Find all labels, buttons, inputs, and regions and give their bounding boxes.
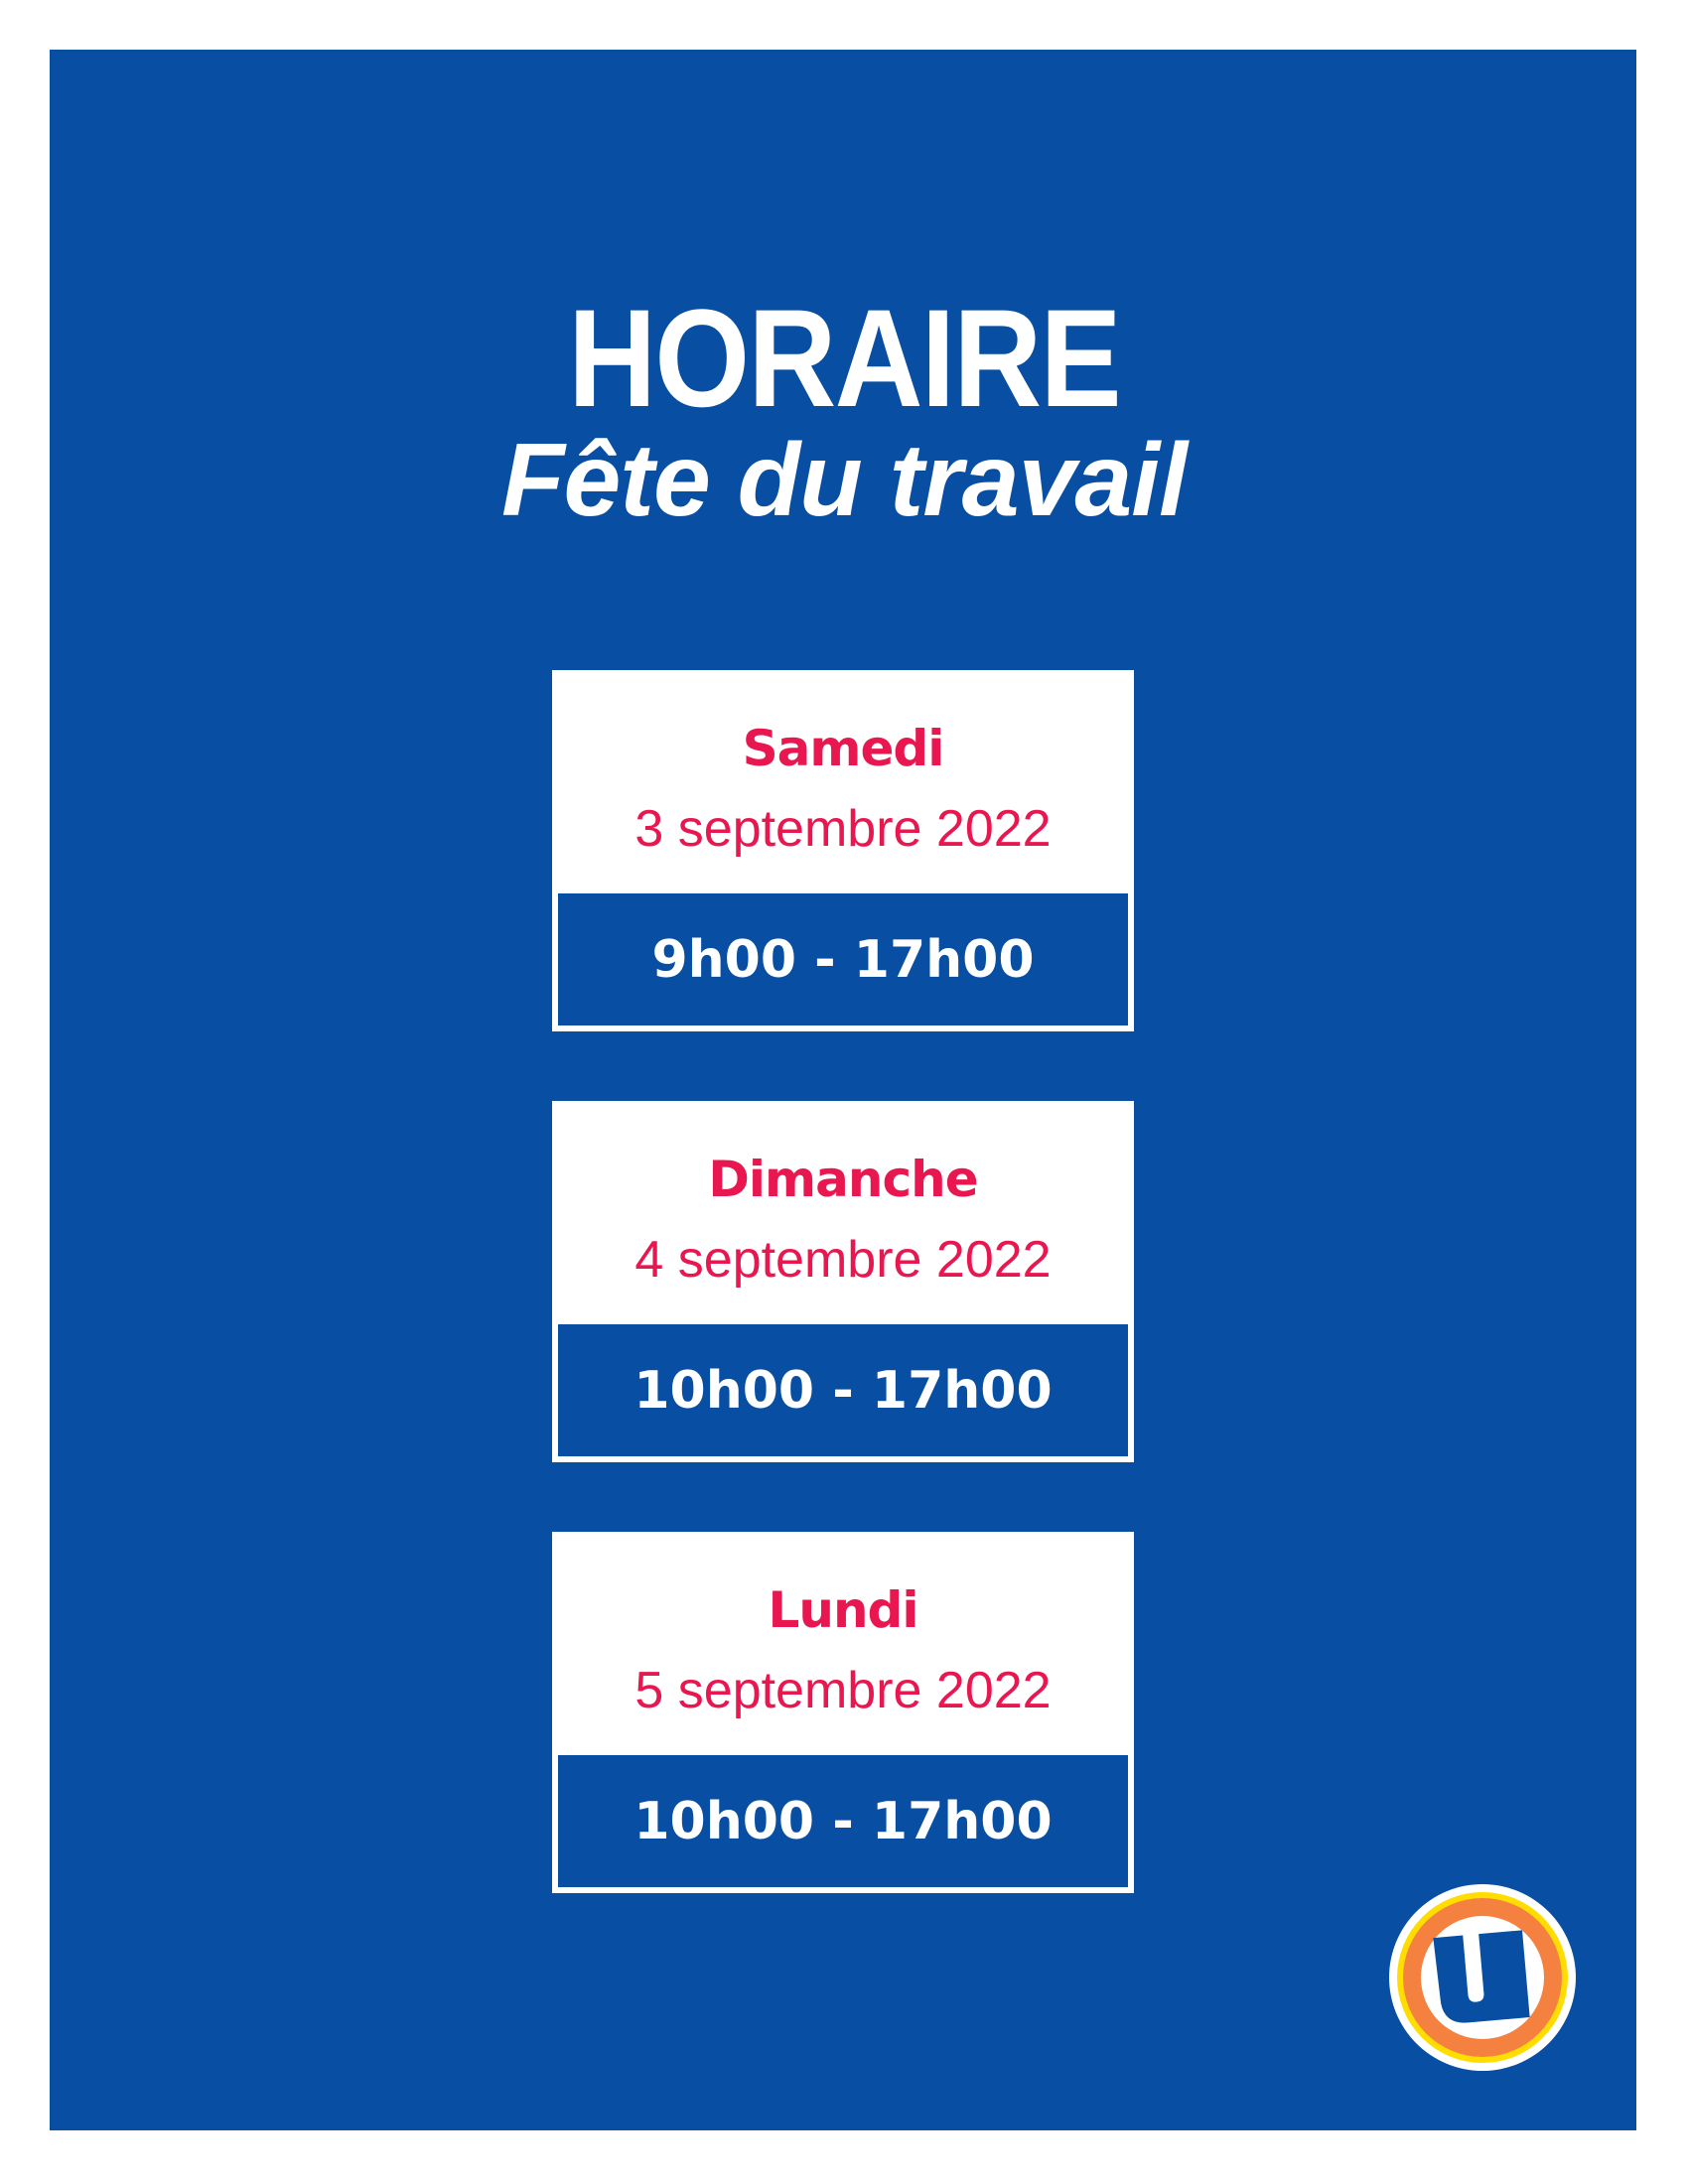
page-title: HORAIRE (568, 280, 1122, 436)
hours-label: 9h00 - 17h00 (651, 929, 1035, 990)
schedule-card-sunday: Dimanche 4 septembre 2022 10h00 - 17h00 (552, 1101, 1134, 1462)
schedule-card-saturday: Samedi 3 septembre 2022 9h00 - 17h00 (552, 670, 1134, 1031)
hours-band: 10h00 - 17h00 (558, 1755, 1128, 1887)
hours-label: 10h00 - 17h00 (633, 1791, 1053, 1851)
date-label: 4 septembre 2022 (634, 1231, 1052, 1289)
date-label: 3 septembre 2022 (634, 800, 1052, 858)
u-store-logo-icon (1389, 1884, 1576, 2071)
hours-band: 9h00 - 17h00 (558, 893, 1128, 1025)
schedule-card-monday: Lundi 5 septembre 2022 10h00 - 17h00 (552, 1532, 1134, 1893)
day-label: Lundi (768, 1581, 919, 1639)
day-label: Samedi (742, 720, 945, 777)
date-label: 5 septembre 2022 (634, 1662, 1052, 1719)
hours-label: 10h00 - 17h00 (633, 1360, 1053, 1421)
page-subtitle: Fête du travail (500, 423, 1188, 538)
hours-band: 10h00 - 17h00 (558, 1324, 1128, 1456)
day-label: Dimanche (708, 1151, 978, 1208)
